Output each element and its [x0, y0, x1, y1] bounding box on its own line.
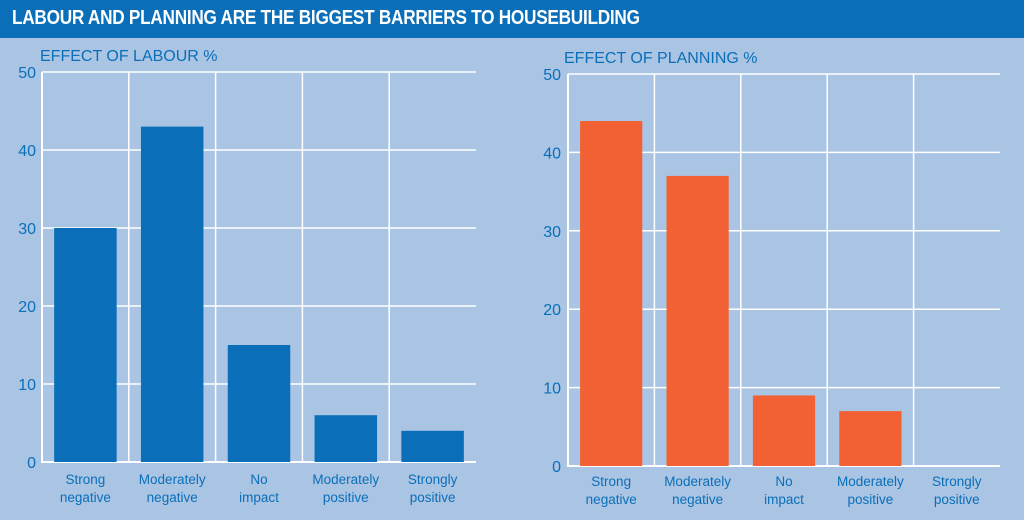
- chart-header: LABOUR AND PLANNING ARE THE BIGGEST BARR…: [0, 0, 1024, 38]
- labour-y-tick-label: 30: [18, 221, 36, 238]
- labour-bar-2: [227, 345, 291, 462]
- labour-y-tick-label: 50: [18, 65, 36, 82]
- labour-y-tick-label: 40: [18, 143, 36, 160]
- planning-y-tick-label: 10: [543, 381, 561, 398]
- labour-y-tick-label: 10: [18, 377, 36, 394]
- labour-category-label-4: Strongly positive: [408, 472, 458, 505]
- labour-category-label-1: Moderately negative: [139, 472, 206, 505]
- labour-category-label-2: No impact: [239, 472, 279, 505]
- labour-bar-0: [54, 228, 117, 462]
- labour-bar-1: [140, 126, 204, 462]
- labour-bar-3: [314, 415, 378, 462]
- labour-chart-title: EFFECT OF LABOUR %: [40, 48, 218, 65]
- planning-bar-2: [752, 395, 816, 466]
- planning-y-tick-label: 50: [543, 67, 561, 84]
- labour-bar-4: [401, 430, 464, 462]
- planning-bar-0: [580, 121, 643, 466]
- labour-y-tick-label: 20: [18, 299, 36, 316]
- planning-category-label-2: No impact: [764, 474, 804, 507]
- planning-category-label-0: Strong negative: [586, 474, 637, 507]
- labour-y-tick-label: 0: [27, 455, 36, 472]
- charts-panel: EFFECT OF LABOUR % 0 10 20 30 40 50 Strong negat…: [0, 38, 1024, 520]
- planning-bar-1: [666, 175, 729, 467]
- page-title: LABOUR AND PLANNING ARE THE BIGGEST BARR…: [12, 7, 640, 29]
- planning-y-tick-label: 40: [543, 145, 561, 162]
- planning-y-tick-label: 30: [543, 224, 561, 241]
- planning-category-label-4: Strongly positive: [932, 474, 982, 507]
- planning-y-tick-label: 20: [543, 302, 561, 319]
- planning-chart-title: EFFECT OF PLANNING %: [564, 50, 758, 67]
- planning-category-label-3: Moderately positive: [837, 474, 904, 507]
- planning-bar-3: [839, 411, 902, 466]
- charts-svg: EFFECT OF LABOUR % 0 10 20 30 40 50 Strong negat…: [18, 48, 1000, 507]
- labour-category-label-3: Moderately positive: [312, 472, 379, 505]
- labour-category-label-0: Strong negative: [60, 472, 111, 505]
- planning-y-tick-label: 0: [552, 459, 561, 476]
- planning-category-label-1: Moderately negative: [664, 474, 731, 507]
